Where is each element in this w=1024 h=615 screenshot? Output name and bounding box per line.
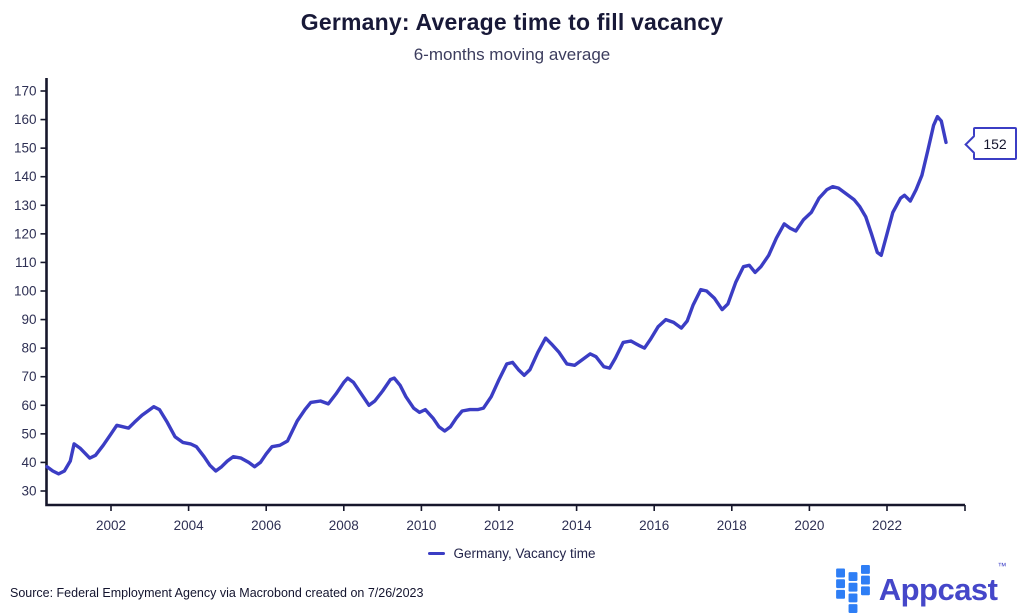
logo-square (848, 582, 858, 592)
x-tick-label: 2020 (794, 518, 824, 533)
x-tick-label: 2004 (174, 518, 205, 533)
x-tick-label: 2022 (872, 518, 902, 533)
y-tick-label: 100 (14, 284, 37, 299)
legend-label: Germany, Vacancy time (453, 546, 596, 561)
x-tick-label: 2002 (96, 518, 126, 533)
y-tick-label: 140 (14, 169, 37, 184)
y-tick-label: 130 (14, 198, 37, 213)
y-tick-label: 70 (21, 369, 36, 384)
x-tick-label: 2012 (484, 518, 514, 533)
logo-square (860, 575, 870, 585)
x-tick-label: 2014 (562, 518, 593, 533)
chart-title: Germany: Average time to fill vacancy (300, 9, 724, 35)
y-tick-label: 90 (21, 312, 36, 327)
appcast-logo-icon (835, 565, 870, 613)
logo-square (860, 586, 870, 596)
x-tick-label: 2010 (406, 518, 436, 533)
y-tick-label: 150 (14, 141, 37, 156)
y-tick-label: 50 (21, 426, 36, 441)
y-tick-label: 80 (21, 341, 36, 356)
x-tick-label: 2008 (329, 518, 359, 533)
logo-square (860, 565, 870, 574)
y-tick-label: 160 (14, 112, 37, 127)
logo-square (835, 579, 845, 589)
y-tick-label: 120 (14, 226, 37, 241)
x-tick-label: 2018 (717, 518, 747, 533)
y-tick-label: 110 (15, 255, 37, 270)
logo-square (848, 593, 858, 603)
legend-line-swatch-icon (428, 551, 446, 556)
x-tick-label: 2006 (251, 518, 281, 533)
trademark-symbol: ™ (997, 560, 1007, 571)
source-note: Source: Federal Employment Agency via Ma… (10, 586, 424, 600)
axes (45, 78, 965, 507)
callout-value: 152 (983, 135, 1007, 152)
y-axis: 30 40 50 60 70 80 90 100 110 120 130 140 150 160 170 (14, 84, 47, 499)
y-tick-label: 40 (21, 455, 36, 470)
x-tick-label: 2016 (639, 518, 669, 533)
y-tick-label: 60 (21, 398, 36, 413)
appcast-logo: Appcast™ (835, 560, 1007, 613)
x-axis: 2002 2004 2006 2008 2010 2012 2014 2016 2018 2020… (96, 505, 966, 533)
logo-square (835, 568, 845, 578)
logo-square (848, 572, 858, 581)
value-callout: 152 (964, 127, 1017, 160)
logo-square (835, 589, 845, 599)
logo-square (848, 604, 858, 613)
legend: Germany, Vacancy time (0, 546, 1024, 561)
series-line (45, 114, 948, 476)
y-tick-label: 170 (14, 84, 37, 99)
appcast-logo-text: Appcast™ (878, 560, 1007, 607)
chart-subtitle: 6-months moving average (413, 45, 611, 64)
y-tick-label: 30 (21, 484, 36, 499)
